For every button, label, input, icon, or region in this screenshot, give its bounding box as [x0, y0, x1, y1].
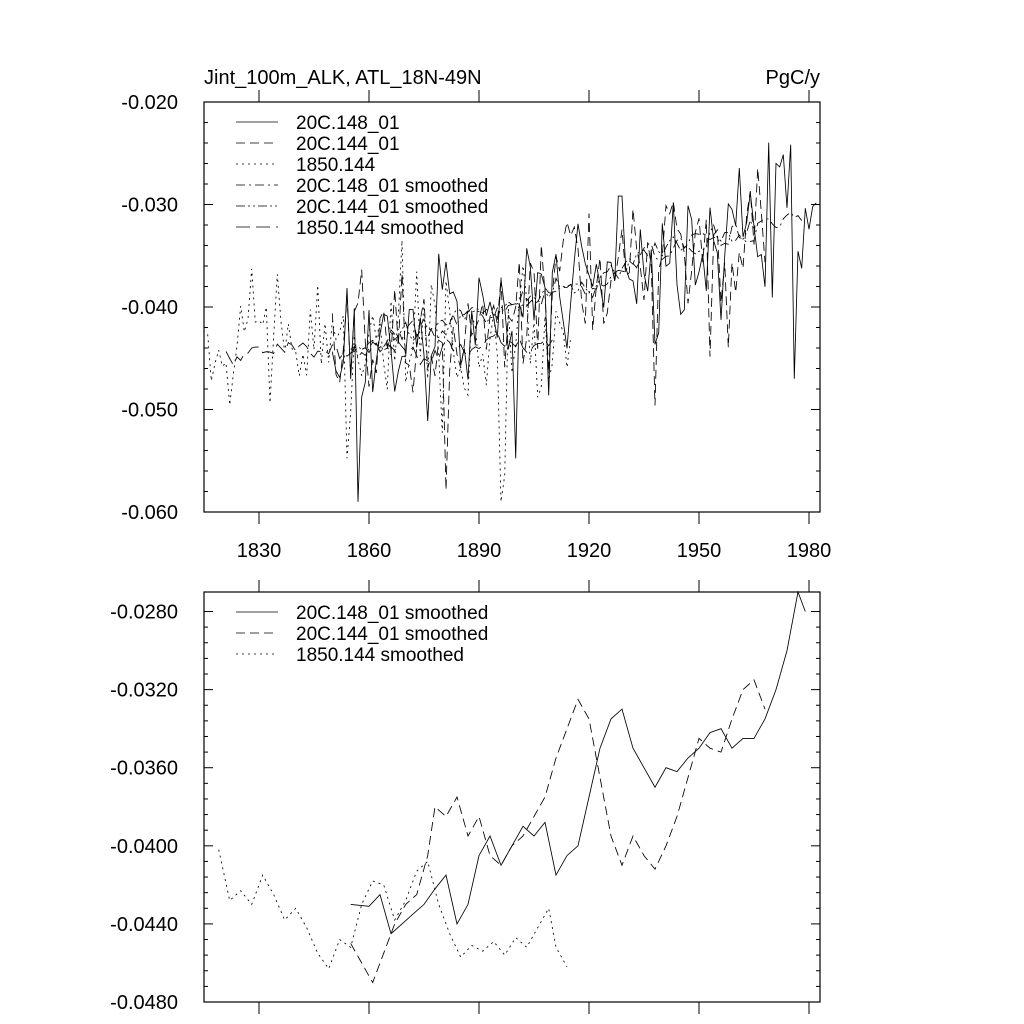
y-tick-label: -0.030: [121, 195, 178, 217]
legend-label: 1850.144 smoothed: [296, 645, 464, 666]
x-tick-label: 1950: [677, 540, 722, 562]
x-tick-label: 1830: [237, 540, 282, 562]
top-panel: Jint_100m_ALK, ATL_18N-49N PgC/y -0.060-…: [121, 67, 831, 562]
series-line-20c-144-01-smoothed: [350, 219, 755, 354]
bottom-plot-frame: [203, 591, 821, 1003]
legend-label: 20C.144_01: [296, 134, 400, 155]
y-tick-label: -0.0360: [110, 758, 178, 780]
legend-label: 1850.144: [296, 155, 376, 176]
chart-title: Jint_100m_ALK, ATL_18N-49N: [204, 67, 482, 89]
bottom-series-group: [218, 590, 806, 984]
y-tick-label: -0.020: [121, 92, 178, 114]
y-tick-label: -0.060: [121, 502, 178, 524]
legend-label: 1850.144 smoothed: [296, 218, 464, 239]
x-tick-label: 1890: [457, 540, 502, 562]
y-tick-label: -0.0400: [110, 836, 178, 858]
series-line-1850-144: [207, 240, 572, 502]
y-tick-label: -0.0440: [110, 914, 178, 936]
series-line-1850-144-smoothed: [218, 849, 568, 970]
legend-label: 20C.148_01 smoothed: [296, 603, 488, 624]
legend-label: 20C.148_01 smoothed: [296, 176, 488, 197]
series-line-20c-144-01-smoothed: [350, 679, 766, 984]
y-tick-label: -0.050: [121, 400, 178, 422]
bottom-axes: -0.0480 -0.0440 -0.0400 -0.0360 -0.0320 -0.02…: [110, 580, 820, 1014]
top-series-group: [207, 142, 817, 502]
y-tick-label: -0.0280: [110, 602, 178, 624]
legend-label: 20C.148_01: [296, 113, 400, 134]
x-tick-label: 1920: [567, 540, 612, 562]
top-plot-frame: [203, 101, 821, 513]
series-line-20c-148-01-smoothed: [350, 590, 806, 935]
x-tick-label: 1860: [347, 540, 392, 562]
top-axes: -0.060 -0.050 -0.040 -0.030 -0.020 1830 1860 18…: [121, 90, 831, 562]
y-tick-label: -0.040: [121, 297, 178, 319]
y-tick-label: -0.0480: [110, 992, 178, 1014]
series-line-20c-148-01-smoothed: [350, 211, 803, 359]
y-tick-label: -0.0320: [110, 680, 178, 702]
legend-label: 20C.144_01 smoothed: [296, 197, 488, 218]
bottom-panel: -0.0480 -0.0440 -0.0400 -0.0360 -0.0320 -0.02…: [110, 580, 821, 1014]
legend-label: 20C.144_01 smoothed: [296, 624, 488, 645]
x-tick-label: 1980: [787, 540, 832, 562]
units-label: PgC/y: [766, 67, 820, 89]
series-line-1850-144-smoothed: [225, 331, 553, 366]
